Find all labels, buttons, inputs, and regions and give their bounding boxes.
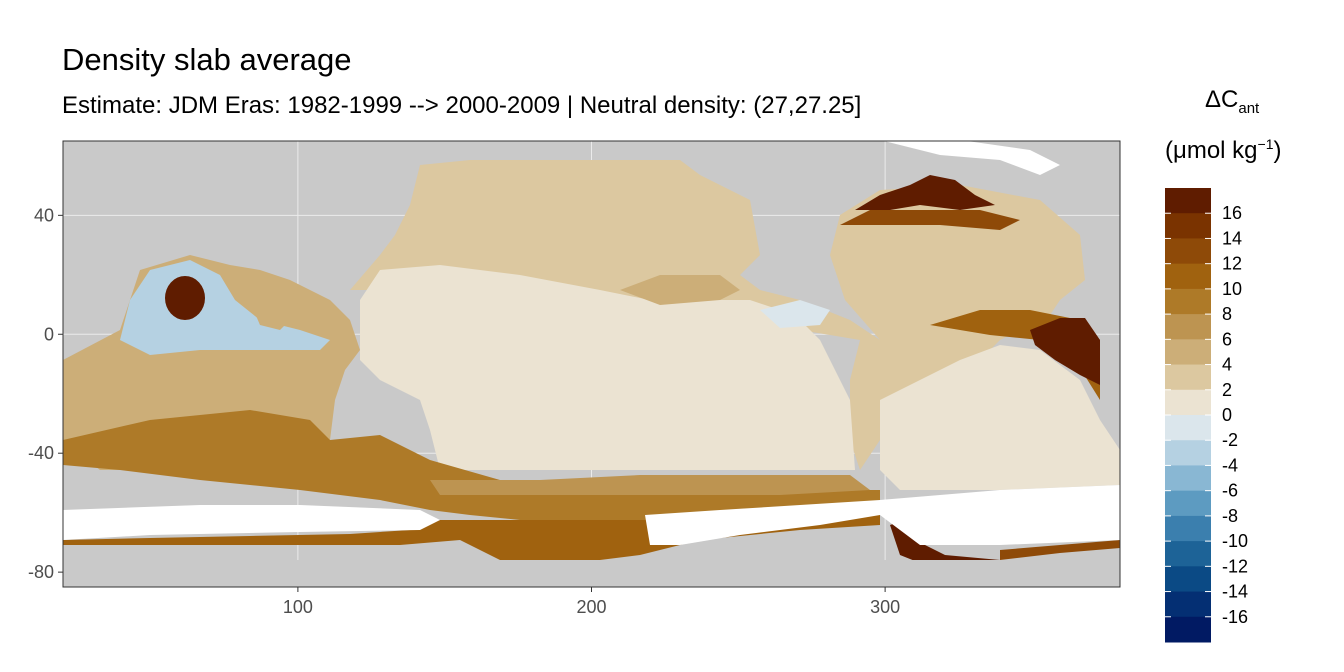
region-pacific-interior [360,265,855,470]
legend-swatch [1165,238,1211,265]
legend-swatch [1165,314,1211,340]
legend-swatch [1165,389,1211,416]
legend-label: 16 [1222,203,1242,223]
legend-label: -14 [1222,582,1248,602]
legend-title: ΔCant [1205,86,1260,117]
legend-unit: (μmol kg−1) [1165,136,1282,164]
legend-colorbar: 16 14 12 10 8 6 4 2 0 -2 -4 -6 -8 -10 -12 -14 -16 [1165,188,1248,643]
legend-swatch [1165,415,1211,441]
legend-label: 12 [1222,254,1242,274]
region-south-atlantic [880,345,1120,490]
region-labrador-halo [840,210,1020,230]
legend-label: 6 [1222,329,1232,349]
legend-label: 4 [1222,355,1232,375]
legend-swatch [1165,465,1211,492]
legend-label: 10 [1222,279,1242,299]
legend-swatch [1165,213,1211,239]
legend-swatch [1165,288,1211,315]
region-weddell-shelf [1000,540,1120,560]
legend-swatch [1165,440,1211,466]
legend-swatch [1165,364,1211,391]
antarctica-land [63,560,1120,587]
y-tick-label: -40 [28,443,54,463]
region-atlantic-hotspot [1030,318,1100,385]
region-weddell-hotspot [890,520,1000,567]
legend-label: -8 [1222,506,1238,526]
legend-swatch [1165,515,1211,542]
chart-subtitle: Estimate: JDM Eras: 1982-1999 --> 2000-2… [62,92,862,119]
legend-label: 0 [1222,405,1232,425]
region-south-pacific-lower [430,475,870,495]
region-labrador-hotspot [855,175,995,210]
ocean-field [63,141,1120,567]
legend-label: -12 [1222,556,1248,576]
legend-label: -4 [1222,455,1238,475]
legend-label: -10 [1222,531,1248,551]
legend-swatch [1165,566,1211,593]
legend-swatch [1165,263,1211,290]
y-tick-label: 0 [44,324,54,344]
y-tick-label: -80 [28,562,54,582]
legend-label: 8 [1222,304,1232,324]
legend-swatch [1165,616,1211,643]
plot-panel [63,141,1120,587]
y-axis: 40 0 -40 -80 [28,205,63,582]
legend-label: -6 [1222,481,1238,501]
legend-swatch [1165,188,1211,214]
region-equatorial-pacific [760,300,830,328]
x-tick-label: 300 [870,597,900,617]
legend-label: -16 [1222,607,1248,627]
legend-label: -2 [1222,430,1238,450]
nodata-north-pacific-strip [884,141,1060,175]
x-axis: 100 200 300 [283,587,900,617]
legend-swatch [1165,490,1211,517]
legend-swatch [1165,541,1211,567]
legend-swatch [1165,591,1211,618]
region-arabian-hotspot [165,276,205,320]
y-tick-label: 40 [34,205,54,225]
nodata-southern-band-east [645,485,1120,545]
x-tick-label: 100 [283,597,313,617]
nodata-southern-band [63,505,440,540]
legend-swatch [1165,339,1211,366]
region-bay-of-bengal [245,275,300,330]
chart-title: Density slab average [62,42,352,77]
legend-label: 14 [1222,228,1242,248]
legend-label: 2 [1222,380,1232,400]
x-tick-label: 200 [576,597,606,617]
region-subtropical-north-pacific [620,275,740,305]
